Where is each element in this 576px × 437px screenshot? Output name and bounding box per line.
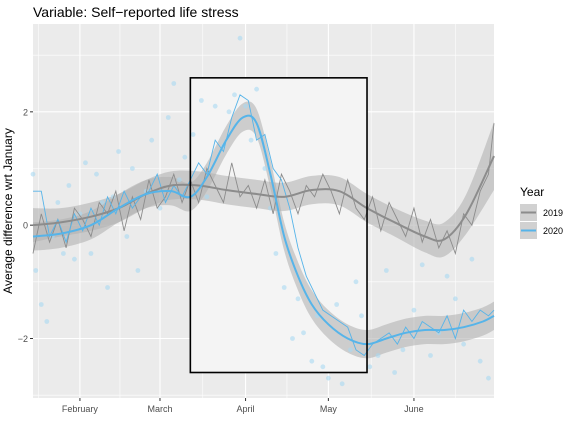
data-point-2020: [171, 81, 177, 86]
y-tick-label: −2: [18, 334, 28, 344]
data-point-2020: [359, 313, 364, 319]
data-point-2020: [94, 171, 99, 177]
data-point-2020: [334, 302, 340, 307]
data-point-2020: [325, 375, 331, 381]
data-point-2020: [105, 285, 110, 290]
data-point-2020: [254, 86, 259, 92]
data-point-2020: [176, 177, 182, 183]
y-tick-label: 0: [23, 221, 28, 231]
data-point-2020: [353, 279, 359, 285]
data-point-2020: [477, 358, 483, 364]
data-point-2020: [198, 98, 204, 103]
smoothed-series-lines: [32, 114, 495, 346]
ribbon-2020: [33, 101, 494, 359]
data-point-2020: [124, 234, 130, 239]
data-point-2020: [116, 149, 121, 154]
data-point-2020: [204, 194, 210, 200]
x-tick-label: April: [237, 404, 255, 414]
data-point-2020: [157, 205, 163, 211]
raw-line-2020: [33, 94, 495, 357]
data-point-2020: [392, 370, 398, 375]
data-point-2020: [444, 273, 450, 279]
data-point-2020: [232, 92, 237, 98]
data-point-2020: [165, 115, 171, 120]
data-point-2020: [295, 296, 301, 302]
data-point-2020: [273, 251, 279, 256]
data-point-2020: [129, 166, 135, 171]
x-tick-label: May: [320, 404, 338, 414]
data-point-2020: [149, 137, 155, 143]
data-point-2020: [30, 171, 36, 177]
data-point-2020: [411, 307, 417, 313]
raw-series-lines: [32, 94, 495, 357]
data-point-2020: [301, 330, 306, 336]
data-point-2020: [135, 268, 141, 273]
x-tick-label: June: [404, 404, 424, 414]
data-point-2020: [248, 137, 254, 143]
x-axis-ticks: February March April May June: [62, 398, 424, 414]
data-point-2020: [190, 132, 196, 137]
data-point-2020: [83, 160, 88, 166]
legend: Year 2019 2020: [520, 185, 563, 239]
data-point-2020: [237, 35, 243, 41]
y-axis-ticks: 2 0 −2: [18, 107, 33, 344]
legend-items: 2019 2020: [520, 204, 563, 239]
legend-label-2019: 2019: [543, 208, 563, 218]
data-point-2020: [452, 296, 458, 302]
data-point-2020: [309, 358, 315, 364]
data-point-2020: [419, 262, 425, 268]
y-axis-label: Average difference wrt January: [1, 128, 15, 294]
x-tick-label: March: [147, 404, 172, 414]
data-point-2020: [383, 268, 389, 273]
data-point-2020: [38, 302, 44, 307]
data-point-2020: [182, 154, 188, 160]
data-point-2020: [55, 200, 61, 205]
data-point-2020: [428, 353, 433, 358]
data-point-2020: [99, 200, 105, 205]
data-point-2020: [375, 353, 381, 358]
data-point-2020: [400, 347, 406, 353]
data-point-2020: [339, 381, 345, 387]
data-point-2020: [367, 364, 373, 370]
raw-line-2019: [32, 123, 495, 256]
data-point-2020: [281, 285, 287, 290]
y-tick-label: 2: [23, 107, 28, 117]
x-tick-label: February: [62, 404, 99, 414]
legend-label-2020: 2020: [543, 226, 563, 236]
data-point-2020: [60, 251, 66, 256]
smooth-line-2020: [32, 114, 495, 346]
data-point-2020: [290, 336, 295, 341]
data-point-2020: [66, 183, 72, 188]
data-point-2020: [44, 319, 50, 324]
data-point-2020: [212, 103, 218, 109]
data-point-2020: [72, 256, 77, 262]
chart-title: Variable: Self−reported life stress: [33, 4, 239, 20]
data-point-2020: [320, 364, 326, 370]
data-point-2020: [243, 103, 248, 109]
data-point-2020: [33, 268, 39, 273]
legend-title: Year: [520, 185, 544, 199]
data-point-2020: [226, 109, 232, 115]
highlight-region-border: [189, 77, 368, 374]
data-point-2020: [469, 256, 475, 262]
data-point-2020: [348, 347, 353, 353]
data-point-2020: [77, 211, 83, 217]
data-point-2020: [486, 375, 491, 381]
data-point-2020: [88, 251, 94, 256]
data-point-2020: [461, 341, 467, 347]
data-point-2020: [262, 166, 268, 171]
